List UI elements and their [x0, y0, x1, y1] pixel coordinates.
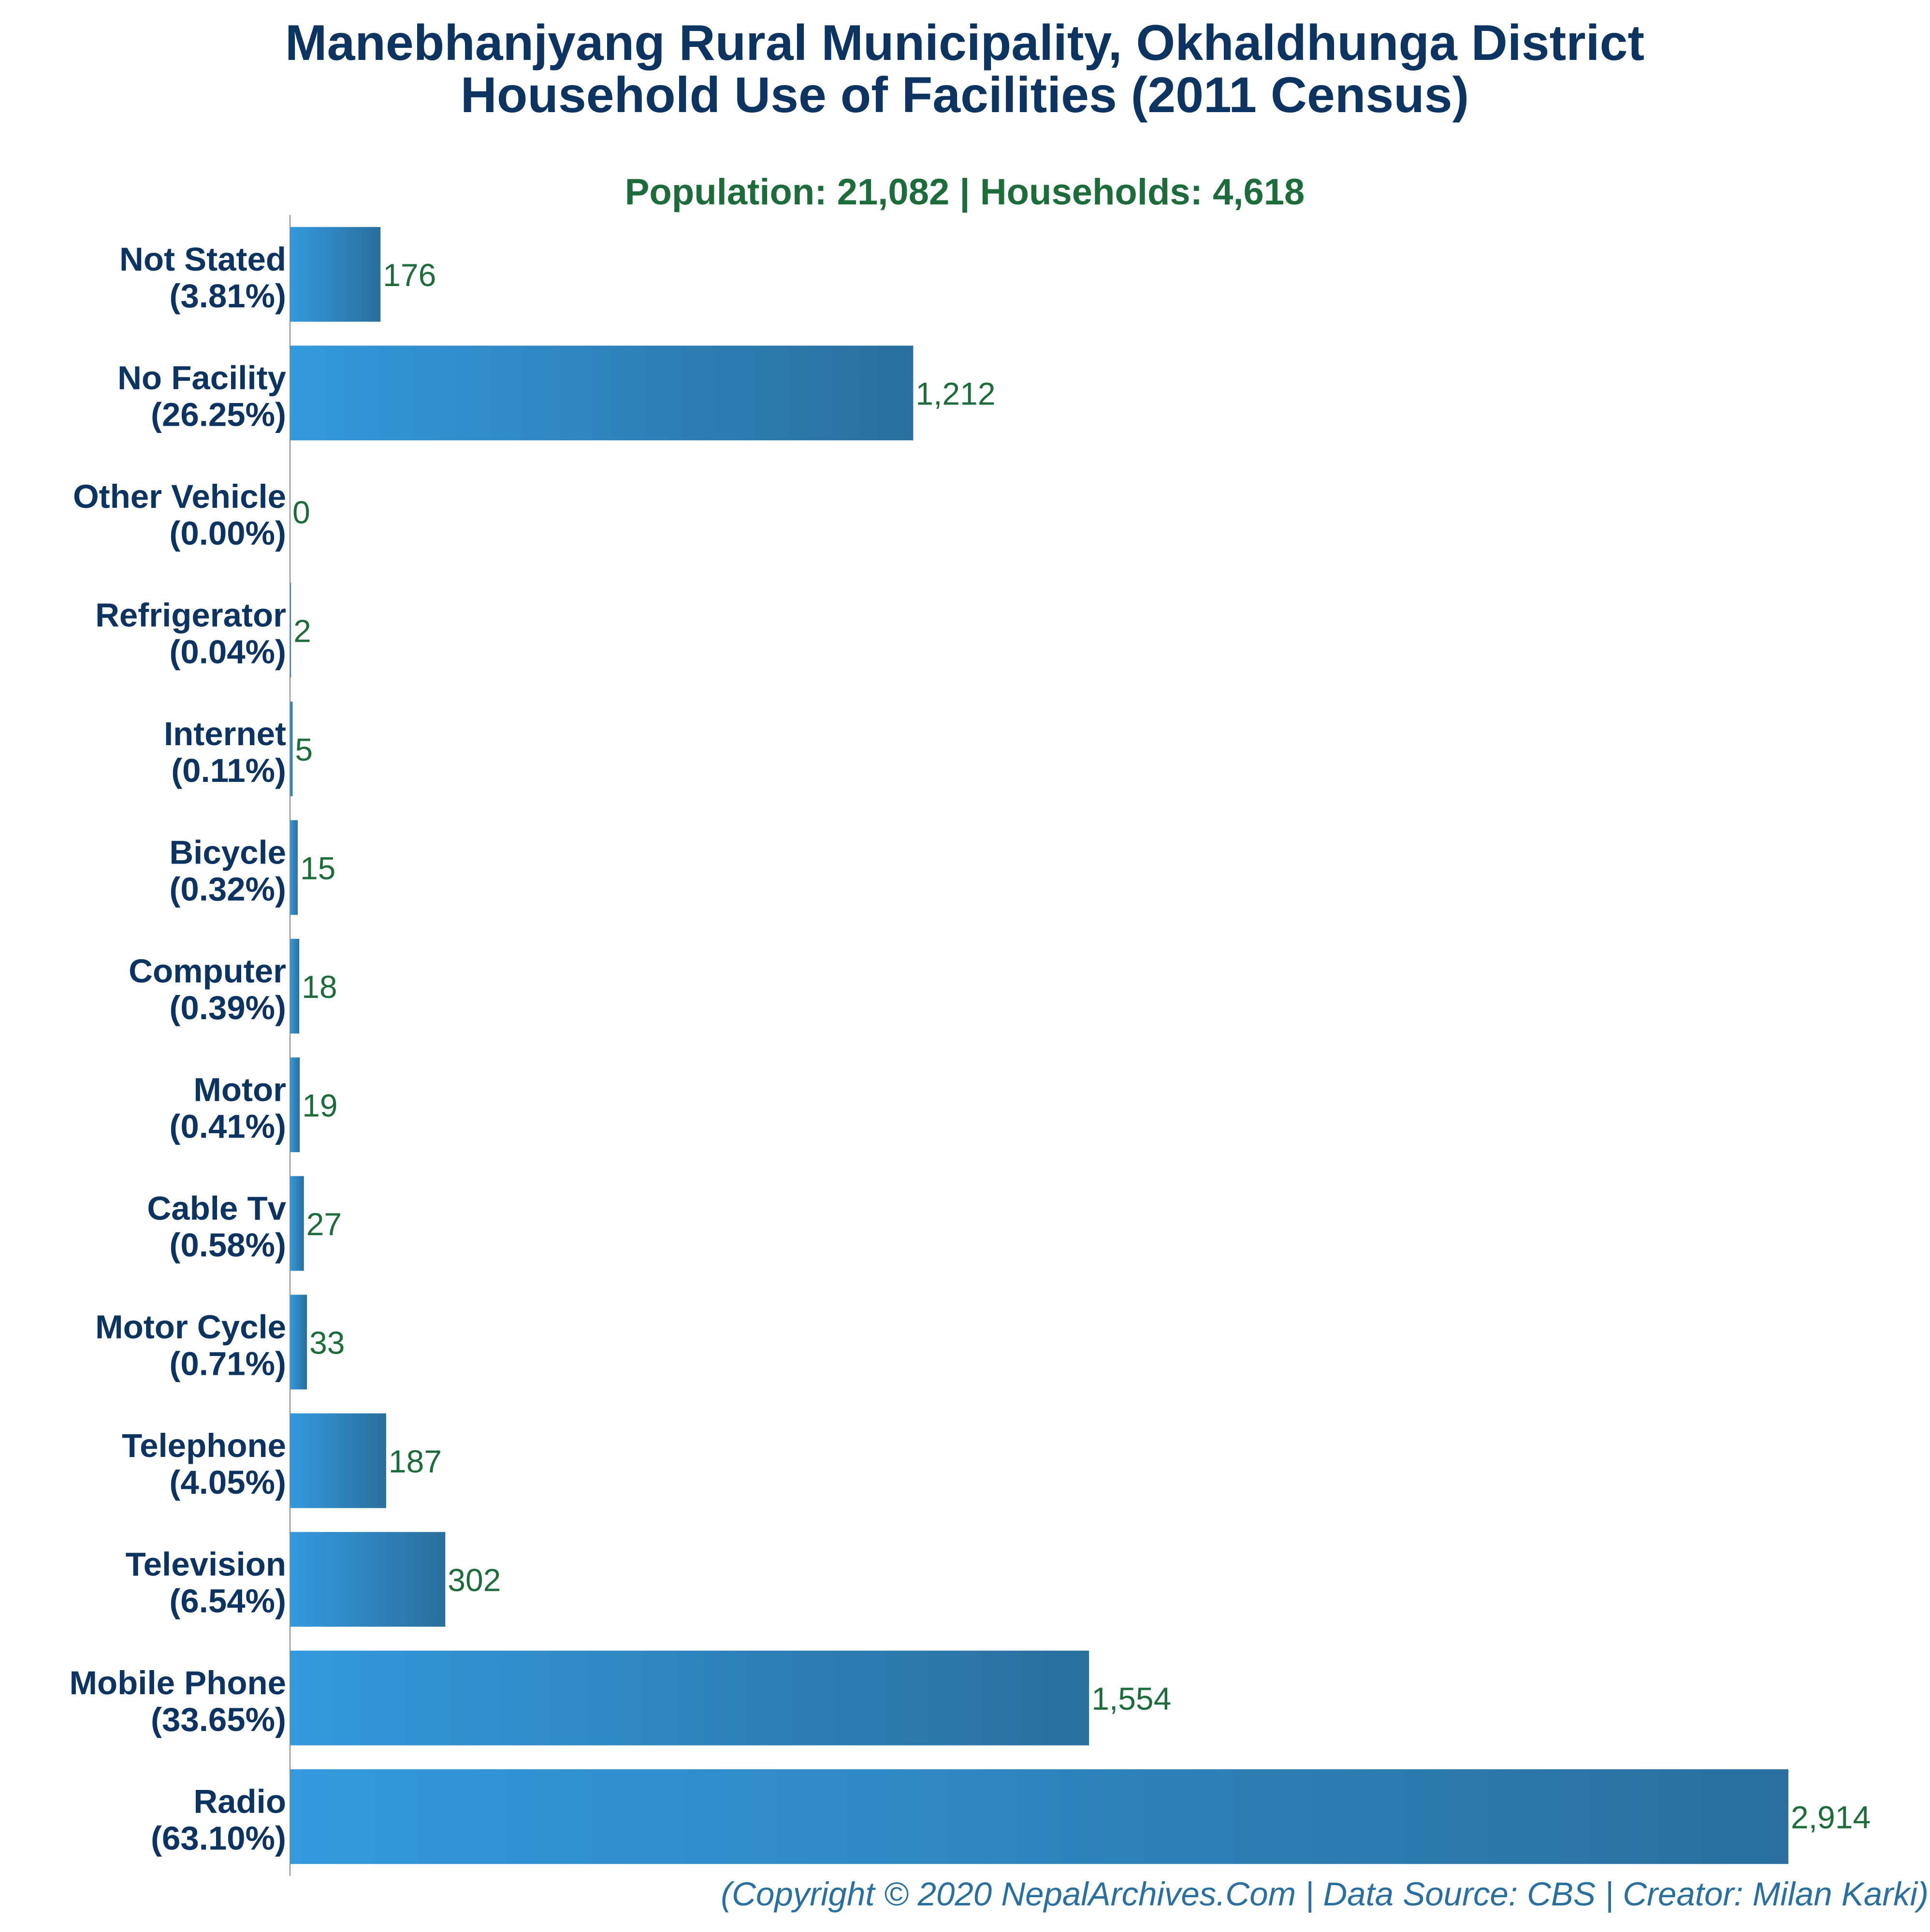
- category-label-cable-tv: Cable Tv (0.58%): [147, 1190, 286, 1264]
- category-label-mobile-phone: Mobile Phone (33.65%): [70, 1664, 287, 1738]
- category-percent: (0.58%): [169, 1226, 286, 1264]
- chart-title-line-2: Household Use of Facilities (2011 Census…: [461, 67, 1469, 123]
- category-name: Internet: [164, 715, 286, 752]
- category-percent: (33.65%): [151, 1701, 286, 1738]
- category-name: Motor: [193, 1071, 286, 1108]
- bar-no-facility: [290, 346, 914, 441]
- category-percent: (0.39%): [169, 989, 286, 1026]
- category-percent: (0.41%): [169, 1108, 286, 1145]
- category-label-telephone: Telephone (4.05%): [122, 1427, 286, 1501]
- category-name: Computer: [129, 952, 286, 990]
- category-label-not-stated: Not Stated (3.81%): [119, 241, 286, 315]
- category-percent: (0.71%): [169, 1345, 286, 1382]
- category-name: No Facility: [117, 359, 286, 396]
- category-percent: (63.10%): [151, 1819, 286, 1857]
- value-label-refrigerator: 2: [293, 613, 311, 649]
- value-label-radio: 2,914: [1791, 1799, 1871, 1835]
- bar-television: [290, 1532, 446, 1627]
- bar-not-stated: [290, 227, 381, 322]
- category-name: Bicycle: [169, 834, 286, 871]
- category-percent: (0.04%): [169, 633, 286, 670]
- bar-motor-cycle: [290, 1295, 307, 1390]
- bar-radio: [290, 1769, 1788, 1864]
- value-label-not-stated: 176: [383, 257, 436, 293]
- category-label-other-vehicle: Other Vehicle (0.00%): [73, 478, 286, 552]
- category-name: Mobile Phone: [70, 1664, 287, 1701]
- category-name: Radio: [193, 1783, 286, 1820]
- category-label-computer: Computer (0.39%): [129, 952, 286, 1026]
- category-percent: (3.81%): [169, 277, 286, 315]
- category-name: Television: [126, 1545, 286, 1583]
- bar-bicycle: [290, 820, 298, 915]
- bar-refrigerator: [290, 583, 291, 678]
- value-label-computer: 18: [302, 969, 337, 1005]
- category-label-refrigerator: Refrigerator (0.04%): [95, 596, 286, 670]
- chart-title-line-1: Manebhanjyang Rural Municipality, Okhald…: [285, 15, 1644, 71]
- value-label-no-facility: 1,212: [915, 375, 995, 411]
- category-percent: (26.25%): [151, 396, 286, 433]
- value-label-motor-cycle: 33: [309, 1325, 345, 1360]
- bar-internet: [290, 701, 293, 796]
- bar-computer: [290, 938, 300, 1034]
- bars-group: [290, 227, 1788, 1864]
- bar-telephone: [290, 1413, 386, 1508]
- bar-motor: [290, 1057, 300, 1153]
- category-label-motor: Motor (0.41%): [169, 1071, 286, 1145]
- category-percent: (4.05%): [169, 1464, 286, 1501]
- category-name: Cable Tv: [147, 1190, 286, 1227]
- category-name: Not Stated: [119, 241, 286, 278]
- value-label-motor: 19: [302, 1087, 337, 1123]
- bar-mobile-phone: [290, 1650, 1089, 1745]
- value-label-mobile-phone: 1,554: [1091, 1681, 1171, 1716]
- bar-cable-tv: [290, 1176, 304, 1271]
- value-label-telephone: 187: [389, 1443, 442, 1479]
- category-label-internet: Internet (0.11%): [164, 715, 286, 789]
- category-labels-group: Not Stated (3.81%) No Facility (26.25%) Othe…: [70, 241, 287, 1857]
- category-label-bicycle: Bicycle (0.32%): [169, 834, 286, 908]
- category-percent: (0.00%): [169, 515, 286, 552]
- value-label-other-vehicle: 0: [292, 494, 310, 530]
- chart-subtitle: Population: 21,082 | Households: 4,618: [625, 172, 1305, 213]
- category-label-radio: Radio (63.10%): [151, 1783, 286, 1857]
- category-percent: (0.32%): [169, 870, 286, 908]
- category-label-television: Television (6.54%): [126, 1545, 286, 1619]
- value-labels-group: 176 1,212 0 2 5 15 18 19 27 33 187 302 1,554 2,914: [292, 257, 1871, 1835]
- value-label-bicycle: 15: [300, 850, 335, 886]
- value-label-internet: 5: [295, 732, 313, 767]
- credit-text: (Copyright © 2020 NepalArchives.Com | Da…: [721, 1875, 1929, 1913]
- category-label-motor-cycle: Motor Cycle (0.71%): [95, 1308, 286, 1382]
- category-label-no-facility: No Facility (26.25%): [117, 359, 286, 433]
- value-label-cable-tv: 27: [306, 1206, 342, 1242]
- category-percent: (6.54%): [169, 1582, 286, 1619]
- category-percent: (0.11%): [171, 752, 286, 789]
- category-name: Other Vehicle: [73, 478, 286, 515]
- value-label-television: 302: [448, 1562, 501, 1598]
- category-name: Refrigerator: [95, 596, 286, 634]
- category-name: Motor Cycle: [95, 1308, 286, 1345]
- category-name: Telephone: [122, 1427, 286, 1464]
